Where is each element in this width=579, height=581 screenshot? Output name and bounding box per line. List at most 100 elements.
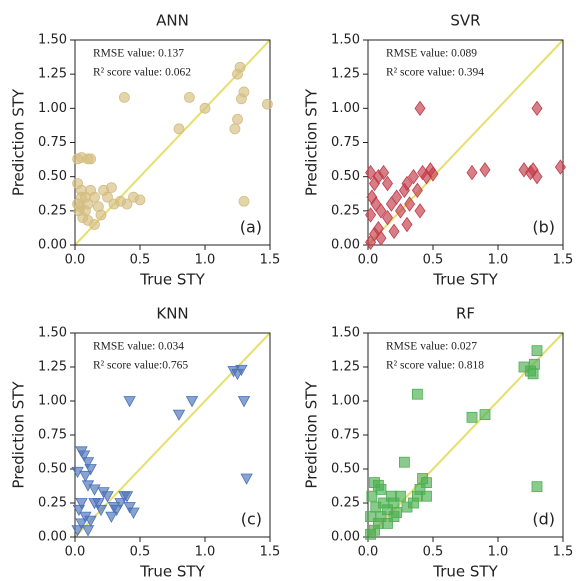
point [370,501,382,513]
panel-title: RF [456,305,475,323]
annotation: R² score value: 0.394 [386,67,484,79]
x-tick-label: 0.5 [423,545,444,560]
panel-label: (c) [241,510,262,529]
point [84,464,97,476]
point [173,123,185,135]
point [388,223,400,240]
point [240,473,253,485]
point [89,219,100,230]
point [527,162,539,178]
point [466,164,478,181]
point [183,92,195,103]
y-tick-label: 0.25 [331,203,360,218]
axes-frame [367,39,564,246]
point [120,491,134,503]
y-tick-label: 1.00 [331,394,360,409]
x-tick-label: 1.5 [260,253,281,268]
y-tick-label: 1.00 [38,101,67,116]
point [110,504,123,517]
annotation: RMSE value: 0.089 [386,48,477,60]
panel-title: KNN [156,305,188,323]
x-tick-label: 1.5 [553,545,574,560]
panel-label: (a) [240,218,262,237]
point [401,216,413,233]
point [172,409,186,421]
point [365,164,377,181]
point [76,191,87,203]
point [421,477,432,489]
y-tick-label: 0.50 [331,462,360,477]
y-tick-label: 0.00 [38,238,67,253]
panel-title: SVR [450,12,480,30]
point [414,483,426,495]
point [114,498,127,510]
x-tick-label: 1.5 [260,545,281,560]
annotation: R² score value:0.765 [93,360,188,372]
y-axis-label: Prediction STY [303,88,321,196]
point [199,102,211,114]
point [382,175,393,192]
x-tick-label: 0.0 [358,253,379,268]
panel: KNN 0.0 0.5 1.0 1.5 0.00 0.25 0.50 0.75 1.00 1.25 1… [10,305,281,581]
y-axis-label: Prediction STY [10,381,28,489]
point [261,98,273,110]
panel-label: (b) [532,218,555,237]
point [81,525,95,537]
y-tick-label: 1.50 [38,326,67,341]
y-tick-label: 1.25 [331,360,360,375]
point [234,61,246,73]
point [370,196,382,212]
x-tick-label: 1.5 [553,253,574,268]
point [134,194,146,206]
panel-title: ANN [156,12,189,30]
y-tick-label: 0.50 [38,169,67,184]
annotation: RMSE value: 0.137 [93,48,184,60]
x-tick-label: 0.5 [423,253,444,268]
point [375,230,387,246]
x-tick-label: 1.0 [195,545,216,560]
annotation: R² score value: 0.062 [93,67,191,79]
y-tick-label: 0.50 [331,169,360,184]
point [79,470,92,483]
point [119,92,130,103]
point [88,498,101,510]
point [365,207,377,223]
y-tick-label: 0.75 [331,428,360,443]
point [238,195,250,207]
y-tick-label: 1.50 [38,33,67,48]
point [229,123,241,135]
point [185,396,199,408]
point [382,518,393,529]
point [414,203,426,219]
y-tick-label: 0.25 [38,203,67,218]
x-axis-label: True STY [139,271,205,289]
point [88,484,101,496]
point [411,388,423,400]
point [121,198,133,210]
point [127,507,140,519]
y-tick-label: 1.00 [331,101,360,116]
point [554,159,566,175]
point [414,100,426,117]
y-tick-label: 0.25 [331,496,360,511]
point [421,490,432,502]
y-tick-label: 0.50 [38,462,67,477]
point [531,481,543,493]
y-axis-label: Prediction STY [303,381,321,489]
point [71,525,84,537]
point [123,502,136,514]
point [232,113,243,125]
point [84,515,97,528]
point [398,456,410,468]
point [395,490,406,502]
point [77,450,91,462]
y-tick-label: 1.25 [38,360,67,375]
point [75,498,88,510]
y-tick-label: 0.25 [38,496,67,511]
point [97,487,110,499]
point [531,345,543,357]
y-tick-label: 0.75 [331,135,360,150]
point [237,396,251,408]
panel: SVR 0.0 0.5 1.0 1.5 0.00 0.25 0.50 0.75 1.00 1.25 1… [303,12,574,289]
